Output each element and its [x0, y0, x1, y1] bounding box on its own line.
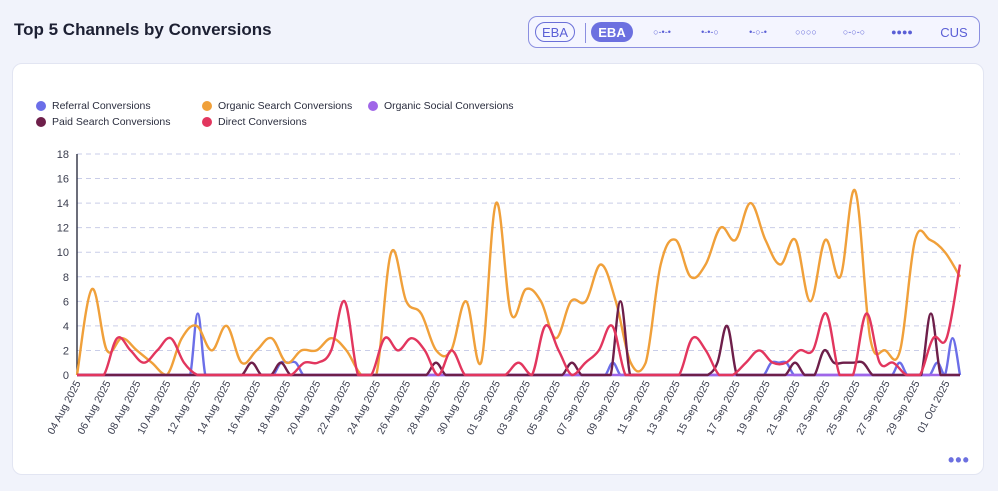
y-tick-label: 16 [57, 174, 69, 186]
y-tick-label: 2 [63, 345, 69, 357]
y-tick-label: 10 [57, 247, 69, 259]
style-option-6-icon[interactable]: ●●●● [891, 27, 913, 37]
legend-label: Direct Conversions [218, 116, 307, 128]
organic-search-series-line [75, 188, 962, 377]
paid-search-series-line [77, 300, 960, 377]
legend-label: Referral Conversions [52, 100, 151, 112]
legend-item-organic-social[interactable]: Organic Social Conversions [368, 100, 514, 112]
referral-series-line [77, 312, 962, 377]
legend-dot-icon [202, 101, 212, 111]
eba-filled-button[interactable]: EBA [591, 22, 633, 42]
style-option-3-icon[interactable]: •-○-• [749, 27, 767, 37]
legend-dot-icon [202, 117, 212, 127]
legend-dot-icon [36, 117, 46, 127]
style-option-5-icon[interactable]: ○-○-○ [842, 27, 866, 37]
legend-label: Organic Search Conversions [218, 100, 353, 112]
more-options-icon[interactable]: ••• [948, 450, 970, 470]
legend-dot-icon [368, 101, 378, 111]
legend-label: Organic Social Conversions [384, 100, 514, 112]
y-tick-label: 8 [63, 272, 69, 284]
y-tick-label: 18 [57, 149, 69, 161]
y-tick-label: 6 [63, 296, 69, 308]
y-tick-label: 14 [57, 198, 69, 210]
style-option-1-icon[interactable]: ○-•-• [653, 27, 671, 37]
legend-item-direct[interactable]: Direct Conversions [202, 116, 307, 128]
eba-outline-button[interactable]: EBA [535, 22, 575, 42]
y-tick-label: 12 [57, 223, 69, 235]
legend-item-paid-search[interactable]: Paid Search Conversions [36, 116, 170, 128]
legend-dot-icon [36, 101, 46, 111]
cus-button[interactable]: CUS [940, 24, 968, 40]
style-option-4-icon[interactable]: ○○○○ [795, 27, 817, 37]
y-tick-label: 4 [63, 321, 69, 333]
legend-item-organic-search[interactable]: Organic Search Conversions [202, 100, 352, 112]
chart-card [12, 63, 984, 475]
chart-toolbar: EBA EBA ○-•-• •-•-○ •-○-• ○○○○ ○-○-○ ●●●… [528, 16, 980, 48]
direct-series-line [77, 264, 962, 377]
legend-label: Paid Search Conversions [52, 116, 171, 128]
y-tick-label: 0 [63, 370, 69, 382]
style-option-2-icon[interactable]: •-•-○ [701, 27, 719, 37]
toolbar-divider [585, 23, 586, 43]
legend-item-referral[interactable]: Referral Conversions [36, 100, 151, 112]
page-title: Top 5 Channels by Conversions [14, 20, 272, 39]
